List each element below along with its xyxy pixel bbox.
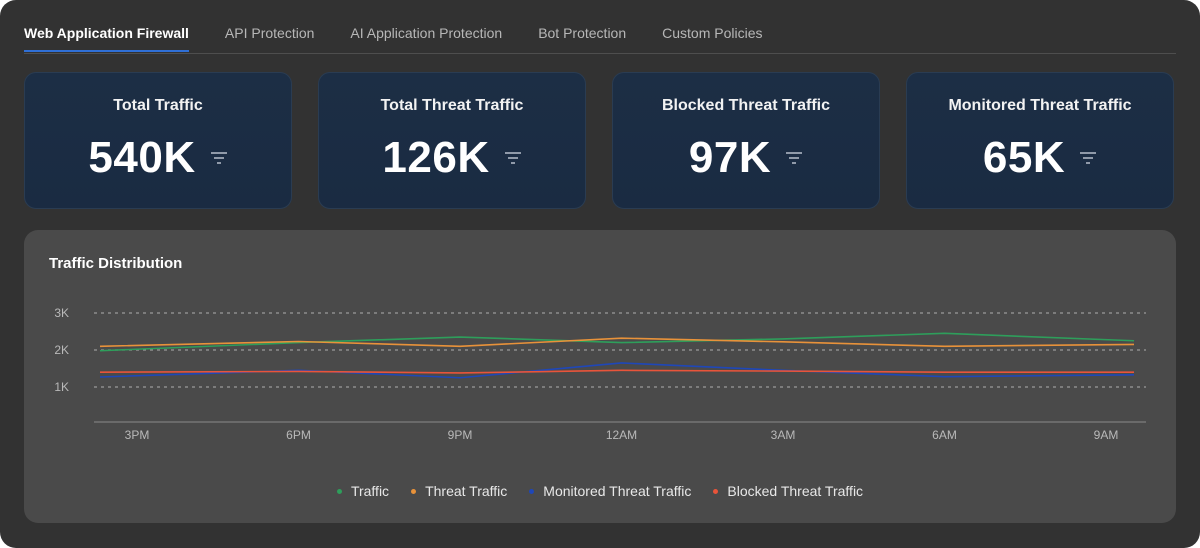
kpi-card-monitored-threat-traffic: Monitored Threat Traffic 65K xyxy=(906,72,1174,209)
y-tick-label: 1K xyxy=(54,380,69,394)
legend-item-threat-traffic[interactable]: Threat Traffic xyxy=(411,483,507,499)
legend-item-blocked-threat-traffic[interactable]: Blocked Threat Traffic xyxy=(713,483,863,499)
series-line-threat-traffic[interactable] xyxy=(99,337,1135,348)
filter-icon[interactable] xyxy=(210,151,228,165)
x-tick-label: 12AM xyxy=(606,428,637,442)
legend-label: Monitored Threat Traffic xyxy=(543,483,692,499)
filter-icon[interactable] xyxy=(504,151,522,165)
card-value-row: 126K xyxy=(319,133,585,183)
series-line-traffic[interactable] xyxy=(99,332,1135,352)
card-value-row: 540K xyxy=(25,133,291,183)
x-tick-label: 9AM xyxy=(1094,428,1119,442)
legend-label: Traffic xyxy=(350,483,390,499)
tab-bot-protection[interactable]: Bot Protection xyxy=(538,25,627,41)
traffic-distribution-chart: 1K 2K 3K 3PM 6PM 9PM 12AM 3AM 6AM 9AM xyxy=(54,306,1146,442)
filter-icon[interactable] xyxy=(785,151,803,165)
x-tick-label: 9PM xyxy=(448,428,473,442)
tab-bar: Web Application Firewall API Protection … xyxy=(24,14,1176,54)
legend-label: Blocked Threat Traffic xyxy=(727,483,864,499)
card-value: 540K xyxy=(88,133,196,182)
legend-item-traffic[interactable]: Traffic xyxy=(336,483,390,499)
filter-icon[interactable] xyxy=(1079,151,1097,165)
y-tick-label: 2K xyxy=(54,343,69,357)
series-line-monitored-threat-traffic[interactable] xyxy=(99,362,1135,379)
legend-dot xyxy=(529,488,535,494)
chart-title: Traffic Distribution xyxy=(49,255,183,272)
kpi-card-total-threat-traffic: Total Threat Traffic 126K xyxy=(318,72,586,209)
card-value: 126K xyxy=(382,133,490,182)
card-title: Blocked Threat Traffic xyxy=(661,97,831,114)
card-title: Total Threat Traffic xyxy=(380,97,524,114)
traffic-distribution-panel: Traffic Distribution 1K 2K 3K 3PM 6PM 9PM 12AM… xyxy=(24,230,1176,523)
x-tick-label: 6AM xyxy=(932,428,957,442)
tab-web-application-firewall[interactable]: Web Application Firewall xyxy=(24,14,189,52)
card-title: Monitored Threat Traffic xyxy=(948,97,1132,114)
legend-label: Threat Traffic xyxy=(425,483,508,499)
card-value-row: 97K xyxy=(613,133,879,183)
tab-custom-policies[interactable]: Custom Policies xyxy=(662,25,763,41)
legend-item-monitored-threat-traffic[interactable]: Monitored Threat Traffic xyxy=(529,483,691,499)
tab-ai-application-protection[interactable]: AI Application Protection xyxy=(350,25,503,41)
tab-api-protection[interactable]: API Protection xyxy=(224,25,315,41)
card-value-row: 65K xyxy=(907,133,1173,183)
x-tick-label: 3PM xyxy=(125,428,150,442)
legend-dot xyxy=(713,488,719,494)
x-tick-label: 6PM xyxy=(286,428,311,442)
card-value: 65K xyxy=(982,133,1066,182)
card-value: 97K xyxy=(688,133,772,182)
legend-dot xyxy=(336,488,342,494)
card-title: Total Traffic xyxy=(113,97,203,114)
legend-dot xyxy=(411,488,417,494)
series-line-blocked-threat-traffic[interactable] xyxy=(99,369,1134,374)
kpi-card-total-traffic: Total Traffic 540K xyxy=(24,72,292,209)
kpi-card-blocked-threat-traffic: Blocked Threat Traffic 97K xyxy=(612,72,880,209)
chart-legend: Traffic Threat Traffic Monitored Threat Tr… xyxy=(24,483,1176,499)
kpi-cards: Total Traffic 540K Total Threat Traffic … xyxy=(24,72,1176,211)
x-tick-label: 3AM xyxy=(771,428,796,442)
y-tick-label: 3K xyxy=(54,306,69,320)
